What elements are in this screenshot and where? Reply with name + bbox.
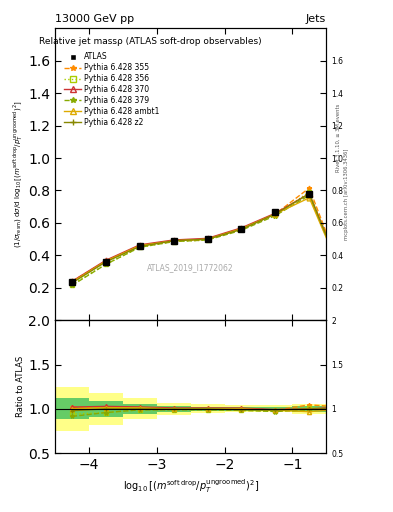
Bar xyxy=(224,407,259,411)
Bar xyxy=(157,402,191,415)
Bar xyxy=(123,398,157,419)
Text: mcplots.cern.ch [arXiv:1306.3436]: mcplots.cern.ch [arXiv:1306.3436] xyxy=(344,149,349,240)
Text: Jets: Jets xyxy=(306,14,326,24)
Bar xyxy=(259,407,292,411)
Text: ATLAS_2019_I1772062: ATLAS_2019_I1772062 xyxy=(147,263,234,272)
Legend: ATLAS, Pythia 6.428 355, Pythia 6.428 356, Pythia 6.428 370, Pythia 6.428 379, P: ATLAS, Pythia 6.428 355, Pythia 6.428 35… xyxy=(64,52,160,127)
Text: 13000 GeV pp: 13000 GeV pp xyxy=(55,14,134,24)
Y-axis label: $(1/\sigma_\mathrm{resm})$ d$\sigma$/d $\log_{10}[(m^\mathrm{soft\,drop}/p_T^\ma: $(1/\sigma_\mathrm{resm})$ d$\sigma$/d $… xyxy=(12,100,25,248)
Bar xyxy=(89,401,123,417)
Bar xyxy=(89,393,123,425)
Y-axis label: Ratio to ATLAS: Ratio to ATLAS xyxy=(17,356,26,417)
Bar xyxy=(326,406,360,412)
Bar xyxy=(55,387,89,431)
Bar xyxy=(259,406,292,412)
Bar xyxy=(191,404,224,413)
Bar xyxy=(157,406,191,412)
Bar xyxy=(292,403,326,414)
Bar xyxy=(191,407,224,411)
Text: Rivet 3.1.10, ≥ 3M events: Rivet 3.1.10, ≥ 3M events xyxy=(336,104,341,173)
Bar xyxy=(292,406,326,412)
Bar xyxy=(123,403,157,414)
Bar xyxy=(326,402,360,415)
Bar xyxy=(224,406,259,412)
Bar xyxy=(55,398,89,419)
Text: Relative jet massρ (ATLAS soft-drop observables): Relative jet massρ (ATLAS soft-drop obse… xyxy=(39,37,261,46)
X-axis label: $\log_{10}[(m^{\mathrm{soft\,drop}}/p_T^{\mathrm{ungroomed}})^2]$: $\log_{10}[(m^{\mathrm{soft\,drop}}/p_T^… xyxy=(123,478,259,495)
